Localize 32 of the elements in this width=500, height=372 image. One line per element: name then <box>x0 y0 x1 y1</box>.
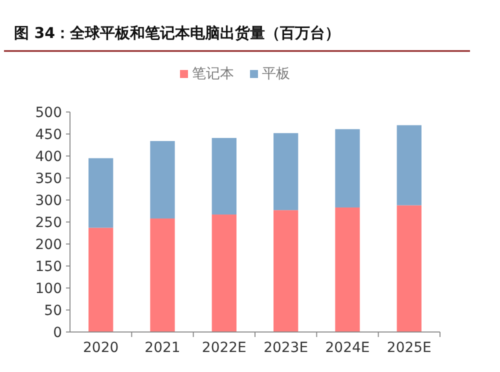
y-tick-label: 150 <box>35 258 62 275</box>
x-tick-label: 2025E <box>386 340 432 356</box>
y-tick-label: 200 <box>35 236 62 253</box>
legend-label: 笔记本 <box>192 66 234 82</box>
x-tick-label: 2020 <box>83 340 119 356</box>
y-tick-label: 300 <box>35 192 62 209</box>
y-tick-label: 50 <box>44 302 62 319</box>
bar <box>212 214 236 332</box>
y-tick-label: 500 <box>35 104 62 121</box>
bar <box>335 207 360 332</box>
y-tick-label: 100 <box>35 280 62 297</box>
x-tick-label: 2021 <box>144 340 180 356</box>
bar <box>396 125 422 206</box>
bar <box>396 205 422 332</box>
bar <box>88 228 114 332</box>
y-tick-label: 400 <box>35 148 62 165</box>
chart-title: 图 34：全球平板和笔记本电脑出货量（百万台） <box>14 24 340 42</box>
bar <box>150 141 175 218</box>
y-tick-label: 450 <box>35 126 62 143</box>
bar <box>274 133 298 210</box>
bar <box>150 218 175 332</box>
x-tick-label: 2023E <box>264 340 308 356</box>
bar <box>274 210 298 332</box>
legend-label: 平板 <box>262 66 290 82</box>
y-tick-label: 0 <box>53 324 62 341</box>
x-tick-label: 2024E <box>325 340 370 356</box>
bar <box>335 129 360 208</box>
bar <box>88 158 114 228</box>
y-tick-label: 250 <box>35 214 62 231</box>
y-tick-label: 350 <box>35 170 62 187</box>
bar <box>212 138 236 215</box>
x-tick-label: 2022E <box>202 340 246 356</box>
